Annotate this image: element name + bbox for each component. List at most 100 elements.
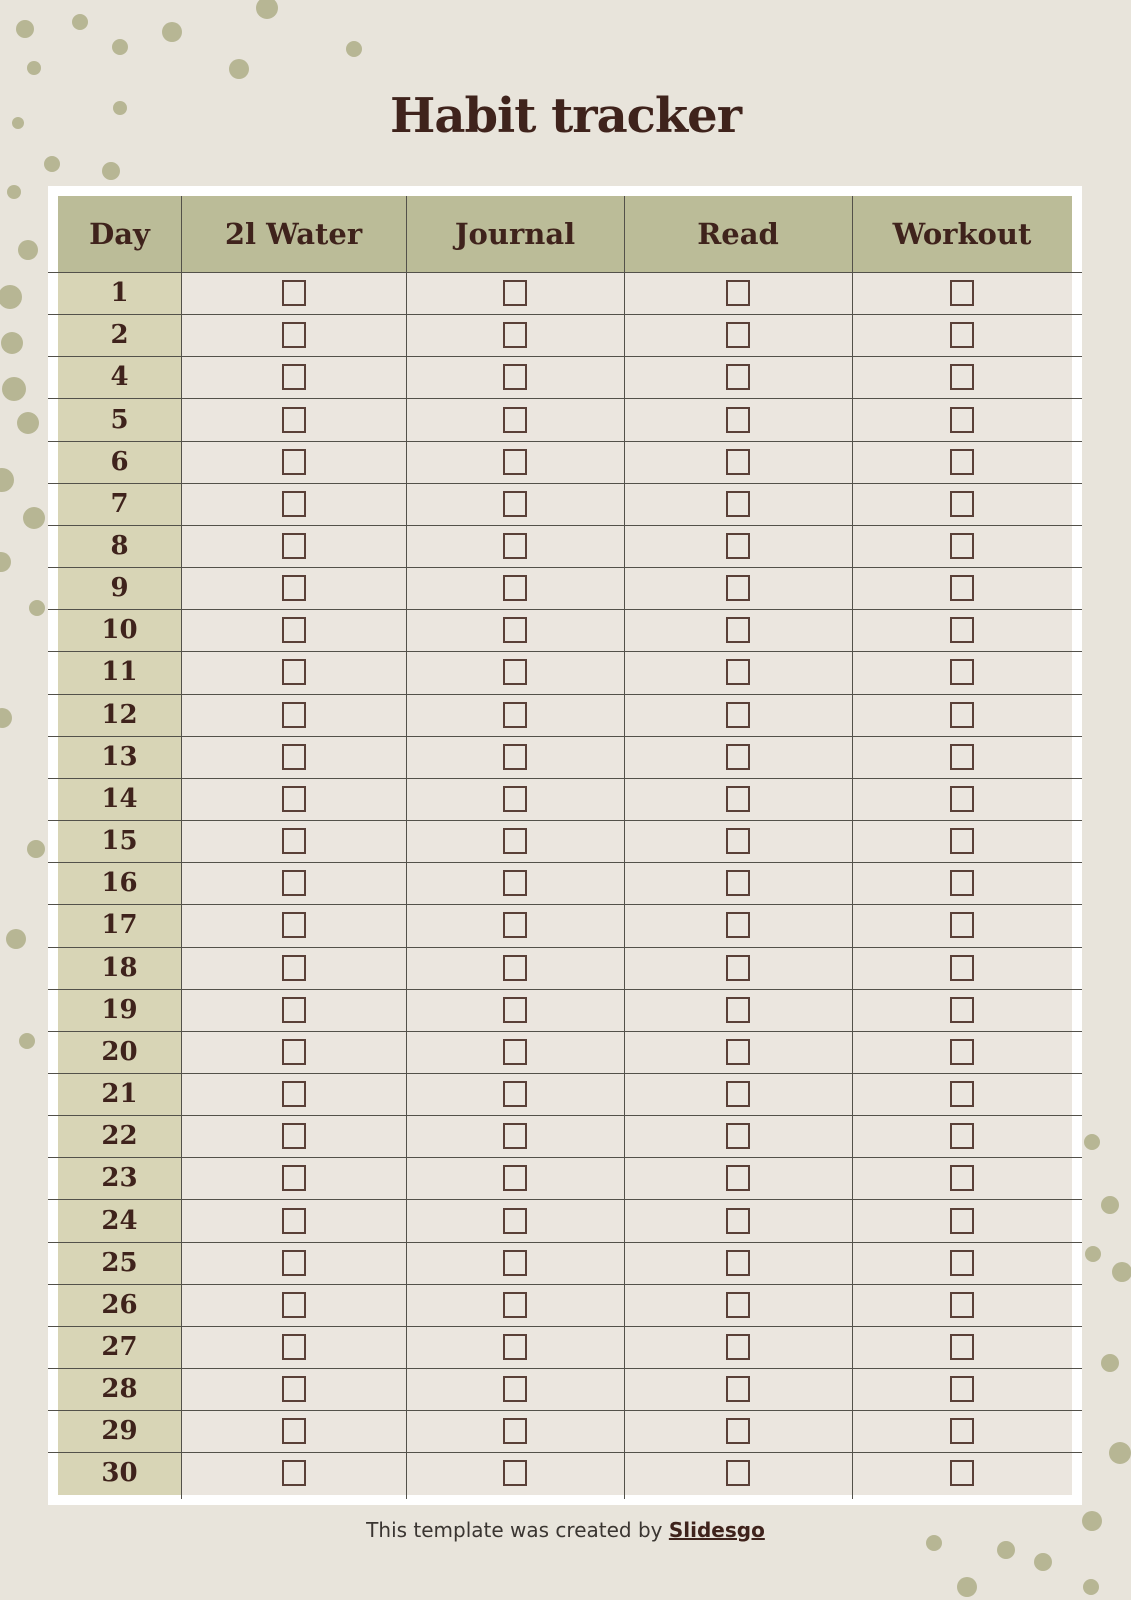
workout-checkbox-day-28[interactable] (950, 1376, 974, 1403)
2l-water-checkbox-day-1[interactable] (281, 280, 306, 307)
workout-checkbox-day-12[interactable] (950, 701, 974, 728)
2l-water-checkbox-day-7[interactable] (281, 490, 306, 517)
read-checkbox-day-27[interactable] (726, 1333, 750, 1360)
journal-checkbox-day-28[interactable] (503, 1376, 527, 1403)
workout-checkbox-day-22[interactable] (950, 1123, 974, 1150)
workout-checkbox-day-11[interactable] (950, 659, 974, 686)
journal-checkbox-day-30[interactable] (503, 1460, 527, 1487)
2l-water-checkbox-day-8[interactable] (281, 533, 306, 560)
2l-water-checkbox-day-4[interactable] (281, 364, 306, 391)
workout-checkbox-day-4[interactable] (950, 364, 974, 391)
read-checkbox-day-1[interactable] (726, 280, 750, 307)
journal-checkbox-day-15[interactable] (503, 828, 527, 855)
journal-checkbox-day-11[interactable] (503, 659, 527, 686)
read-checkbox-day-2[interactable] (726, 322, 750, 349)
journal-checkbox-day-14[interactable] (503, 785, 527, 812)
workout-checkbox-day-1[interactable] (950, 280, 974, 307)
workout-checkbox-day-20[interactable] (950, 1038, 974, 1065)
workout-checkbox-day-9[interactable] (950, 575, 974, 602)
read-checkbox-day-15[interactable] (726, 828, 750, 855)
journal-checkbox-day-2[interactable] (503, 322, 527, 349)
read-checkbox-day-29[interactable] (726, 1418, 750, 1445)
2l-water-checkbox-day-12[interactable] (281, 701, 306, 728)
read-checkbox-day-9[interactable] (726, 575, 750, 602)
read-checkbox-day-18[interactable] (726, 954, 750, 981)
2l-water-checkbox-day-11[interactable] (281, 659, 306, 686)
read-checkbox-day-6[interactable] (726, 448, 750, 475)
journal-checkbox-day-7[interactable] (503, 490, 527, 517)
journal-checkbox-day-12[interactable] (503, 701, 527, 728)
2l-water-checkbox-day-10[interactable] (281, 617, 306, 644)
2l-water-checkbox-day-30[interactable] (281, 1460, 306, 1487)
journal-checkbox-day-1[interactable] (503, 280, 527, 307)
read-checkbox-day-7[interactable] (726, 490, 750, 517)
read-checkbox-day-19[interactable] (726, 996, 750, 1023)
workout-checkbox-day-6[interactable] (950, 448, 974, 475)
journal-checkbox-day-9[interactable] (503, 575, 527, 602)
2l-water-checkbox-day-23[interactable] (281, 1165, 306, 1192)
workout-checkbox-day-7[interactable] (950, 490, 974, 517)
journal-checkbox-day-21[interactable] (503, 1081, 527, 1108)
journal-checkbox-day-19[interactable] (503, 996, 527, 1023)
2l-water-checkbox-day-2[interactable] (281, 322, 306, 349)
workout-checkbox-day-18[interactable] (950, 954, 974, 981)
read-checkbox-day-20[interactable] (726, 1038, 750, 1065)
journal-checkbox-day-17[interactable] (503, 912, 527, 939)
journal-checkbox-day-23[interactable] (503, 1165, 527, 1192)
2l-water-checkbox-day-16[interactable] (281, 870, 306, 897)
read-checkbox-day-28[interactable] (726, 1376, 750, 1403)
workout-checkbox-day-8[interactable] (950, 533, 974, 560)
2l-water-checkbox-day-26[interactable] (281, 1291, 306, 1318)
read-checkbox-day-4[interactable] (726, 364, 750, 391)
workout-checkbox-day-30[interactable] (950, 1460, 974, 1487)
read-checkbox-day-5[interactable] (726, 406, 750, 433)
journal-checkbox-day-10[interactable] (503, 617, 527, 644)
workout-checkbox-day-19[interactable] (950, 996, 974, 1023)
read-checkbox-day-11[interactable] (726, 659, 750, 686)
workout-checkbox-day-15[interactable] (950, 828, 974, 855)
journal-checkbox-day-5[interactable] (503, 406, 527, 433)
workout-checkbox-day-24[interactable] (950, 1207, 974, 1234)
journal-checkbox-day-4[interactable] (503, 364, 527, 391)
journal-checkbox-day-18[interactable] (503, 954, 527, 981)
workout-checkbox-day-17[interactable] (950, 912, 974, 939)
workout-checkbox-day-5[interactable] (950, 406, 974, 433)
2l-water-checkbox-day-19[interactable] (281, 996, 306, 1023)
workout-checkbox-day-13[interactable] (950, 743, 974, 770)
journal-checkbox-day-13[interactable] (503, 743, 527, 770)
journal-checkbox-day-29[interactable] (503, 1418, 527, 1445)
workout-checkbox-day-16[interactable] (950, 870, 974, 897)
journal-checkbox-day-27[interactable] (503, 1333, 527, 1360)
journal-checkbox-day-26[interactable] (503, 1291, 527, 1318)
read-checkbox-day-12[interactable] (726, 701, 750, 728)
journal-checkbox-day-20[interactable] (503, 1038, 527, 1065)
workout-checkbox-day-21[interactable] (950, 1081, 974, 1108)
read-checkbox-day-26[interactable] (726, 1291, 750, 1318)
read-checkbox-day-13[interactable] (726, 743, 750, 770)
journal-checkbox-day-16[interactable] (503, 870, 527, 897)
2l-water-checkbox-day-5[interactable] (281, 406, 306, 433)
slidesgo-link[interactable]: Slidesgo (668, 1518, 765, 1542)
2l-water-checkbox-day-24[interactable] (281, 1207, 306, 1234)
journal-checkbox-day-22[interactable] (503, 1123, 527, 1150)
read-checkbox-day-30[interactable] (726, 1460, 750, 1487)
read-checkbox-day-23[interactable] (726, 1165, 750, 1192)
workout-checkbox-day-26[interactable] (950, 1291, 974, 1318)
read-checkbox-day-22[interactable] (726, 1123, 750, 1150)
journal-checkbox-day-24[interactable] (503, 1207, 527, 1234)
2l-water-checkbox-day-20[interactable] (281, 1038, 306, 1065)
2l-water-checkbox-day-27[interactable] (281, 1333, 306, 1360)
read-checkbox-day-8[interactable] (726, 533, 750, 560)
journal-checkbox-day-8[interactable] (503, 533, 527, 560)
2l-water-checkbox-day-9[interactable] (281, 575, 306, 602)
read-checkbox-day-14[interactable] (726, 785, 750, 812)
journal-checkbox-day-6[interactable] (503, 448, 527, 475)
2l-water-checkbox-day-29[interactable] (281, 1418, 306, 1445)
2l-water-checkbox-day-13[interactable] (281, 743, 306, 770)
2l-water-checkbox-day-14[interactable] (281, 785, 306, 812)
workout-checkbox-day-27[interactable] (950, 1333, 974, 1360)
workout-checkbox-day-29[interactable] (950, 1418, 974, 1445)
read-checkbox-day-24[interactable] (726, 1207, 750, 1234)
workout-checkbox-day-10[interactable] (950, 617, 974, 644)
read-checkbox-day-17[interactable] (726, 912, 750, 939)
